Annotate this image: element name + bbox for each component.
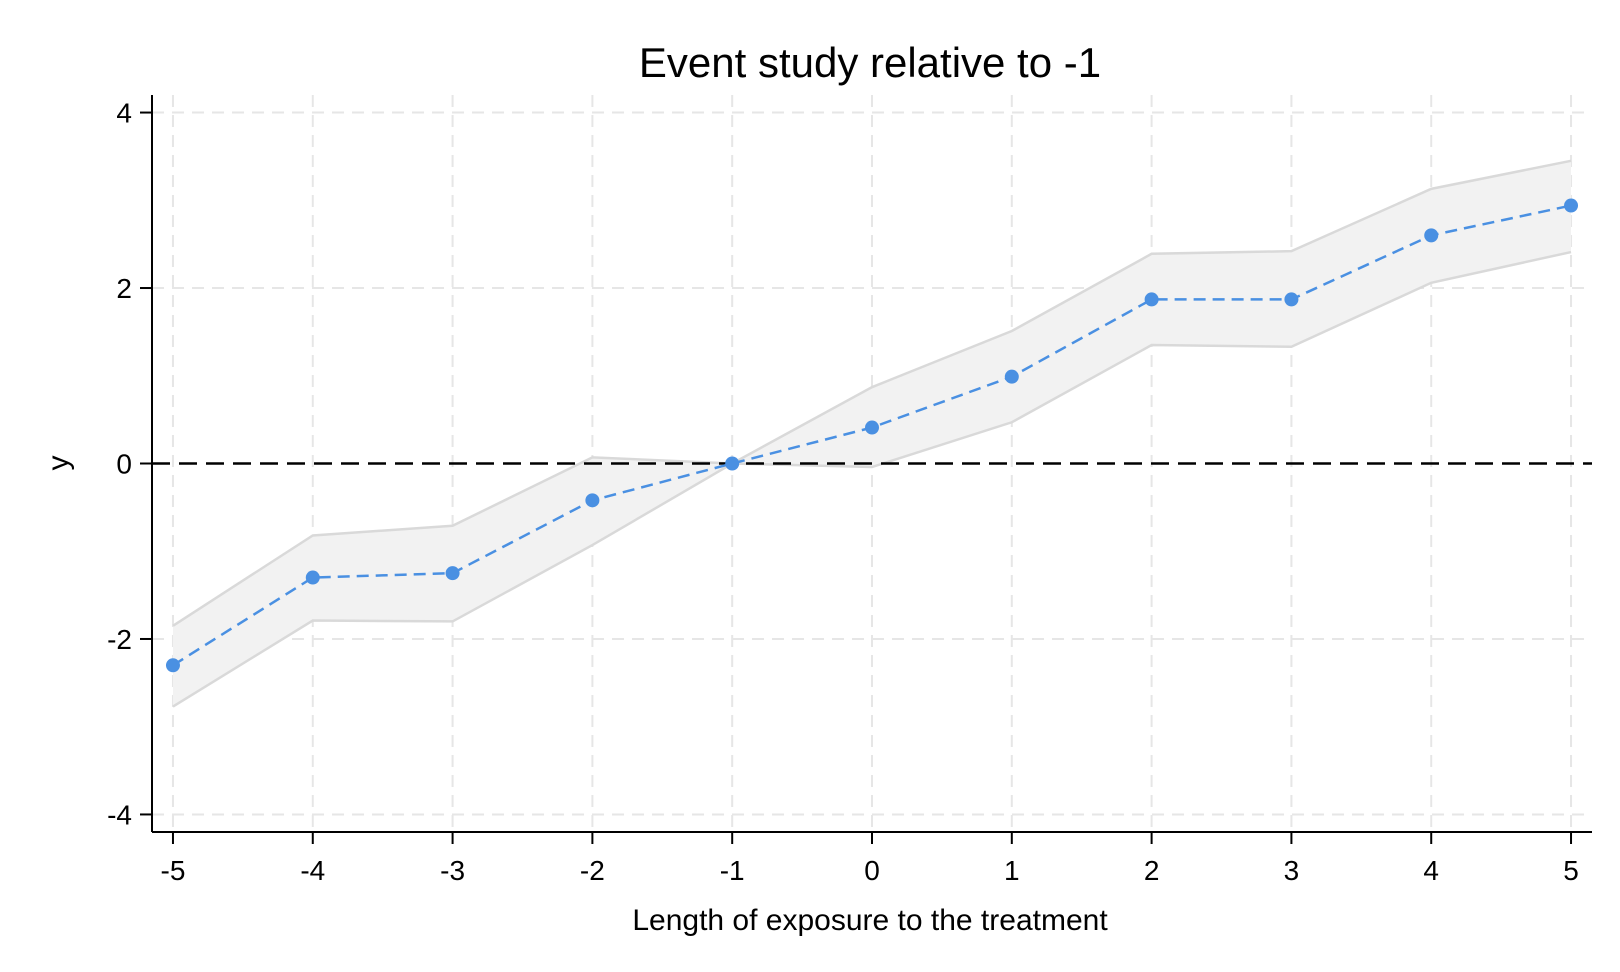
y-tick-label: 0 xyxy=(116,449,132,480)
y-tick-label: -4 xyxy=(107,799,132,830)
estimate-series xyxy=(165,198,1579,673)
x-tick-label: 5 xyxy=(1563,855,1579,886)
x-tick-label: -2 xyxy=(580,855,605,886)
estimate-point xyxy=(165,658,180,673)
tick-labels: -5 -4 -3 -2 -1 0 1 2 3 4 5 -4 -2 0 2 4 xyxy=(107,98,1579,886)
x-axis-label: Length of exposure to the treatment xyxy=(632,904,1108,937)
chart-title: Event study relative to -1 xyxy=(639,39,1101,86)
estimate-point xyxy=(585,493,600,508)
estimate-point xyxy=(1144,292,1159,307)
estimate-point xyxy=(1284,292,1299,307)
ci-upper-line xyxy=(172,159,1572,627)
estimate-point xyxy=(445,566,460,581)
x-tick-label: 1 xyxy=(1004,855,1020,886)
estimate-point xyxy=(1004,369,1019,384)
ci-lower-line xyxy=(172,250,1572,708)
x-tick-label: 4 xyxy=(1423,855,1439,886)
estimate-point xyxy=(725,456,740,471)
x-tick-label: -3 xyxy=(440,855,465,886)
y-tick-label: 2 xyxy=(116,273,132,304)
estimate-point xyxy=(1424,228,1439,243)
estimate-point xyxy=(305,570,320,585)
estimate-point xyxy=(865,420,879,435)
y-tick-label: 4 xyxy=(116,98,132,129)
x-tick-label: 3 xyxy=(1284,855,1300,886)
x-tick-label: -4 xyxy=(300,855,325,886)
x-tick-label: 0 xyxy=(864,855,880,886)
x-tick-label: -1 xyxy=(720,855,745,886)
x-tick-label: 2 xyxy=(1144,855,1160,886)
y-tick-label: -2 xyxy=(107,624,132,655)
x-tick-label: -5 xyxy=(161,855,186,886)
y-axis-label: y xyxy=(42,456,75,471)
estimate-point xyxy=(1564,198,1579,213)
